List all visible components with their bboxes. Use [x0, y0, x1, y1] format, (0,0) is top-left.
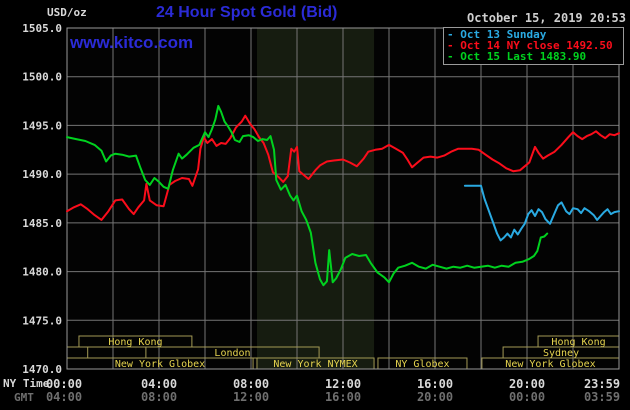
y-axis-labels: 1505.0 1500.0 1495.0 1490.0 1485.0 1480.0 1475… [22, 22, 62, 376]
session-label: New York NYMEX [273, 359, 357, 370]
session-label: London [214, 348, 250, 359]
x-tick-ny: 00:00 [46, 377, 82, 391]
y-tick-label: 1500.0 [22, 71, 62, 84]
legend-item-oct13: - Oct 13 Sunday [447, 28, 547, 41]
chart-title: 24 Hour Spot Gold (Bid) [156, 4, 338, 21]
session-label: Hong Kong [108, 337, 162, 348]
y-tick-label: 1480.0 [22, 266, 62, 279]
gridlines [67, 28, 619, 369]
y-tick-label: 1470.0 [22, 363, 62, 376]
y-tick-label: 1485.0 [22, 217, 62, 230]
x-tick-ny: 12:00 [325, 377, 361, 391]
series-oct-15 [66, 104, 549, 287]
x-tick-ny: 16:00 [417, 377, 453, 391]
session-label: Hong Kong [551, 337, 605, 348]
plot-border [66, 27, 620, 370]
x-tick-ny: 20:00 [509, 377, 545, 391]
x-tick-ny: 08:00 [233, 377, 269, 391]
nymex-session-band [256, 28, 375, 369]
session-label: New York Globex [505, 359, 595, 370]
series-oct-13 [463, 184, 620, 242]
datetime-label: October 15, 2019 20:53 [467, 11, 626, 25]
ny-time-axis-label: NY Time [3, 377, 50, 390]
y-tick-label: 1505.0 [22, 22, 62, 35]
x-tick-gmt: 03:59 [584, 390, 620, 404]
y-tick-label: 1490.0 [22, 168, 62, 181]
x-tick-gmt: 08:00 [141, 390, 177, 404]
x-tick-ny: 04:00 [141, 377, 177, 391]
x-tick-ny: 23:59 [584, 377, 620, 391]
series-oct-14 [66, 114, 620, 221]
x-tick-gmt: 00:00 [509, 390, 545, 404]
session-label: New York Globex [115, 359, 205, 370]
x-tick-gmt: 12:00 [233, 390, 269, 404]
session-label: Sydney [543, 348, 579, 359]
x-axis-labels: 00:0004:0004:0008:0008:0012:0012:0016:00… [46, 377, 620, 404]
legend: - Oct 13 Sunday - Oct 14 NY close 1492.5… [443, 27, 624, 65]
legend-item-oct15: - Oct 15 Last 1483.90 [447, 50, 587, 63]
x-tick-gmt: 04:00 [46, 390, 82, 404]
unit-label: USD/oz [47, 6, 87, 19]
y-tick-label: 1495.0 [22, 119, 62, 132]
gmt-axis-label: GMT [14, 391, 34, 404]
legend-item-oct14: - Oct 14 NY close 1492.50 [447, 39, 613, 52]
price-lines [66, 104, 620, 287]
session-box [78, 335, 193, 348]
kitco-watermark: www.kitco.com [70, 33, 194, 52]
session-label: NY Globex [395, 359, 449, 370]
y-tick-label: 1475.0 [22, 314, 62, 327]
x-tick-gmt: 20:00 [417, 390, 453, 404]
x-tick-gmt: 16:00 [325, 390, 361, 404]
